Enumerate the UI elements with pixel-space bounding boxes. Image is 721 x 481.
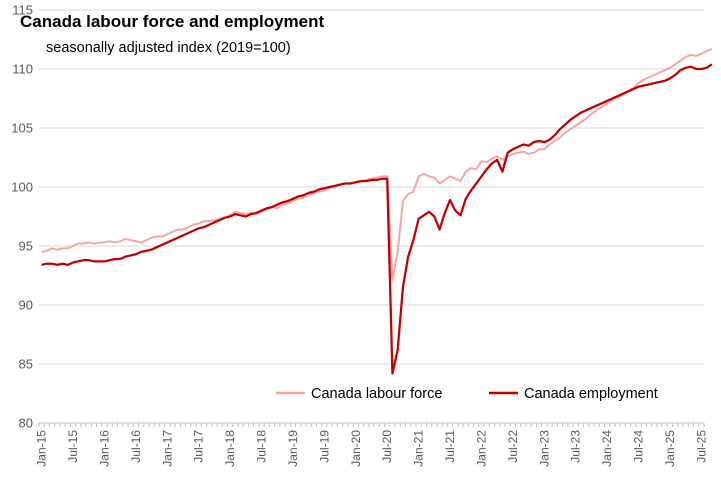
y-tick-label: 80 [19, 416, 33, 431]
x-tick-label: Jan-17 [160, 430, 174, 467]
y-tick-label: 110 [12, 62, 33, 77]
y-tick-label: 105 [11, 121, 33, 136]
x-tick-label: Jan-23 [537, 430, 551, 467]
gridlines [39, 9, 704, 365]
legend-label-labour-force: Canada labour force [311, 386, 442, 402]
x-tick-label: Jan-16 [97, 430, 111, 467]
x-tick-label: Jan-15 [35, 430, 49, 467]
x-tick-label: Jul-23 [569, 430, 583, 463]
x-tick-label: Jan-25 [663, 430, 677, 467]
legend: Canada labour force Canada employment [276, 386, 658, 402]
series-line-employment [41, 63, 713, 375]
x-tick-label: Jul-20 [380, 430, 394, 463]
x-tick-label: Jul-16 [129, 430, 143, 463]
x-tick-label: Jul-17 [192, 430, 206, 463]
x-tick-label: Jul-22 [506, 430, 520, 463]
x-tick-label: Jan-24 [600, 430, 614, 467]
x-tick-label: Jul-25 [694, 430, 708, 463]
x-tick-label: Jan-20 [349, 430, 363, 467]
y-tick-label: 100 [11, 180, 33, 195]
y-tick-label: 90 [19, 298, 33, 313]
x-tick-label: Jul-24 [632, 430, 646, 463]
y-tick-label: 85 [19, 357, 33, 372]
x-tick-label: Jan-22 [474, 430, 488, 467]
series-lines [41, 48, 713, 375]
x-tick-label: Jul-21 [443, 430, 457, 463]
x-tick-label: Jan-18 [223, 430, 237, 467]
y-tick-label: 115 [12, 3, 33, 18]
x-tick-label: Jul-15 [66, 430, 80, 463]
chart-subtitle: seasonally adjusted index (2019=100) [46, 40, 291, 56]
x-tick-label: Jan-19 [286, 430, 300, 467]
y-axis-ticks: 80 85 90 95 100 105 110 115 [11, 3, 33, 431]
x-tick-label: Jul-18 [255, 430, 269, 463]
chart-title: Canada labour force and employment [20, 12, 325, 31]
x-axis-ticks: Jan-15 Jul-15 Jan-16 Jul-16 Jan-17 Jul-17 Jan-… [35, 423, 708, 467]
x-tick-label: Jul-19 [317, 430, 331, 463]
legend-label-employment: Canada employment [524, 386, 658, 402]
x-tick-label: Jan-21 [412, 430, 426, 467]
y-tick-label: 95 [19, 239, 33, 254]
series-line-labour-force [41, 48, 713, 282]
